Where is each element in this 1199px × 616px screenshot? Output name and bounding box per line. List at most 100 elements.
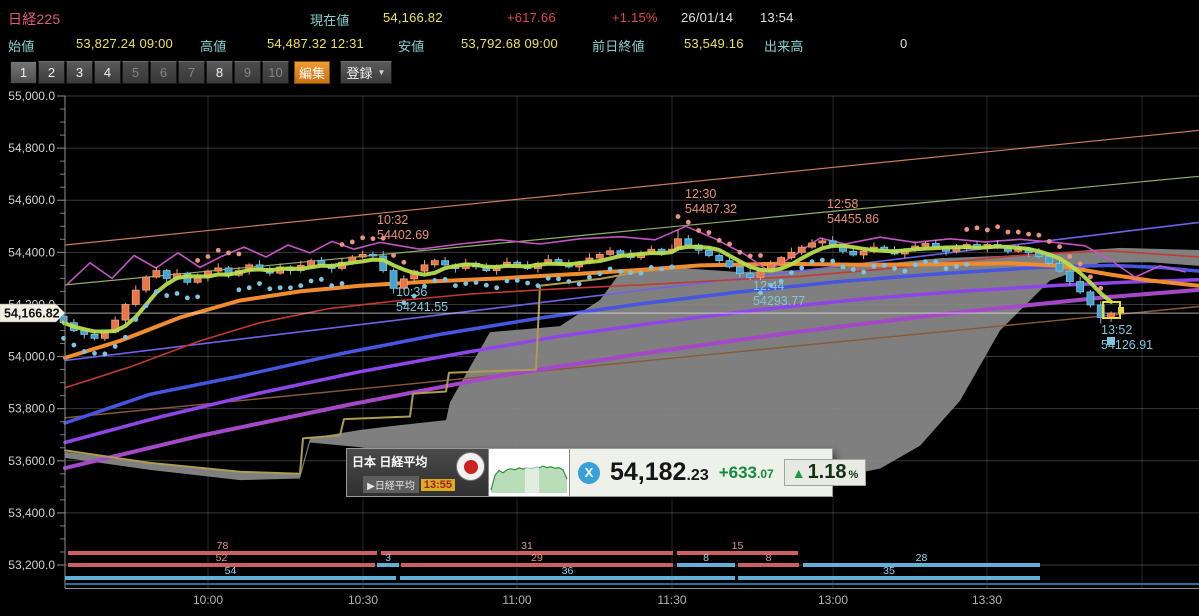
- chart-slot-button-5[interactable]: 5: [122, 61, 149, 84]
- svg-text:15: 15: [732, 540, 744, 552]
- green-channel: [64, 175, 1199, 286]
- svg-text:13:00: 13:00: [818, 593, 848, 607]
- red-envelope: [64, 250, 1199, 389]
- svg-text:54241.55: 54241.55: [396, 300, 448, 314]
- ticker-chip[interactable]: ▶日経平均: [363, 476, 419, 493]
- current-price-label: 現在値: [310, 13, 350, 28]
- axes-layer: [64, 96, 1199, 589]
- svg-text:3: 3: [385, 552, 391, 564]
- svg-text:53,800.0: 53,800.0: [8, 402, 55, 416]
- current-bar-marker: [1102, 301, 1124, 345]
- svg-text:31: 31: [521, 540, 533, 552]
- fast-ma-line: [61, 243, 1114, 334]
- register-dropdown-button[interactable]: 登録 ▼: [340, 61, 392, 84]
- magenta-zigzag: [67, 225, 1186, 285]
- svg-text:11:00: 11:00: [502, 593, 531, 607]
- current-price-value: 54,166.82: [383, 10, 443, 25]
- svg-text:10:36: 10:36: [396, 285, 427, 299]
- svg-text:10:32: 10:32: [377, 213, 408, 227]
- svg-text:54,400.0: 54,400.0: [8, 245, 55, 259]
- header-field-label: 出来高: [764, 39, 804, 54]
- japan-flag-icon: [456, 452, 485, 481]
- purple-ma: [63, 287, 1199, 471]
- header-field-value: 53,827.24 09:00: [76, 36, 173, 51]
- header-field-label: 前日終値: [592, 39, 645, 54]
- svg-text:12:30: 12:30: [685, 187, 716, 201]
- chart-slot-button-6[interactable]: 6: [150, 61, 177, 84]
- header-row-2: 始値 53,827.24 09:00 高値 54,487.32 12:31 安値 53,7…: [0, 36, 1199, 54]
- price-change: +617.66: [507, 10, 556, 25]
- ichimoku-cloud: [65, 247, 1199, 482]
- svg-text:54: 54: [225, 565, 237, 577]
- chart-slot-button-4[interactable]: 4: [94, 61, 121, 84]
- violet-ma: [63, 277, 1199, 445]
- svg-text:54126.91: 54126.91: [1101, 338, 1153, 352]
- svg-text:35: 35: [883, 565, 895, 577]
- header-field-label: 始値: [8, 39, 35, 54]
- svg-text:10:00: 10:00: [193, 593, 223, 607]
- svg-text:54487.32: 54487.32: [685, 202, 737, 216]
- chart-slot-button-7[interactable]: 7: [178, 61, 205, 84]
- header-field-value: 53,549.16: [684, 36, 744, 51]
- header-field-value: 54,487.32 12:31: [267, 36, 364, 51]
- svg-text:28: 28: [916, 552, 928, 564]
- svg-text:29: 29: [531, 552, 543, 564]
- svg-text:10:30: 10:30: [348, 593, 378, 607]
- chart-slot-button-3[interactable]: 3: [66, 61, 93, 84]
- ticker-chips: ▶日経平均 13:55: [363, 476, 455, 493]
- header-field-value: 53,792.68 09:00: [461, 36, 558, 51]
- salmon-channel: [64, 129, 1199, 246]
- svg-text:52: 52: [216, 552, 228, 564]
- svg-text:8: 8: [766, 552, 772, 564]
- up-triangle-icon: ▲: [791, 465, 806, 481]
- header-field-label: 安値: [398, 39, 425, 54]
- svg-text:54,800.0: 54,800.0: [8, 141, 55, 155]
- svg-text:53,200.0: 53,200.0: [8, 558, 55, 572]
- svg-text:13:30: 13:30: [972, 593, 1002, 607]
- x-share-icon[interactable]: X: [578, 461, 600, 484]
- svg-text:11:30: 11:30: [657, 593, 686, 607]
- ticker-name-panel: 日本 日経平均 ▶日経平均 13:55: [347, 449, 488, 496]
- blue-ma: [63, 263, 1199, 425]
- header-field-label: 高値: [200, 39, 227, 54]
- index-ticker-widget[interactable]: 日本 日経平均 ▶日経平均 13:55 X 54,182.23 +633.07 …: [347, 449, 867, 496]
- signal-bars-layer: 78 31 15 52 3 29 8 8 28 54 36 35: [65, 540, 1199, 585]
- ticker-index-name: 日経平均: [379, 455, 428, 469]
- chart-slot-button-2[interactable]: 2: [38, 61, 65, 84]
- svg-text:13:52: 13:52: [1101, 323, 1132, 337]
- svg-text:54,166.82: 54,166.82: [4, 307, 60, 321]
- edit-button[interactable]: 編集: [294, 61, 330, 84]
- price-change-percent: +1.15%: [612, 10, 658, 25]
- ticker-percent-box: ▲ 1.18 %: [783, 459, 867, 486]
- ticker-percent: 1.18: [807, 461, 847, 483]
- svg-text:54,000.0: 54,000.0: [8, 350, 55, 364]
- instrument-title: 日経225: [8, 11, 61, 27]
- ticker-time-badge: 13:55: [420, 478, 455, 491]
- svg-text:54455.86: 54455.86: [827, 212, 879, 226]
- chart-slot-button-9[interactable]: 9: [234, 61, 261, 84]
- ticker-price: 54,182.23: [610, 458, 709, 486]
- chart-slot-button-8[interactable]: 8: [206, 61, 233, 84]
- ticker-quote-panel: X 54,182.23 +633.07 ▲ 1.18 %: [570, 449, 874, 496]
- ticker-country: 日本: [352, 455, 377, 469]
- svg-text:53,600.0: 53,600.0: [8, 454, 55, 468]
- chart-slot-button-10[interactable]: 10: [262, 61, 289, 84]
- quote-date: 26/01/14: [681, 10, 734, 25]
- svg-text:53,400.0: 53,400.0: [8, 506, 55, 520]
- brown-line: [64, 305, 1199, 419]
- header-row-1: 日経225 現在値 54,166.82 +617.66 +1.15% 26/01…: [0, 9, 1199, 28]
- chart-toolbar: 1 2 3 4 5 6 7 8 9 10 編集 登録 ▼: [10, 61, 393, 84]
- svg-text:36: 36: [562, 565, 574, 577]
- svg-text:54402.69: 54402.69: [377, 228, 429, 242]
- svg-text:12:58: 12:58: [827, 197, 858, 211]
- header-field-value: 0: [900, 36, 908, 51]
- svg-text:8: 8: [703, 552, 709, 564]
- svg-text:54293.77: 54293.77: [753, 294, 805, 308]
- chart-slot-button-1[interactable]: 1: [10, 61, 37, 84]
- svg-text:55,000.0: 55,000.0: [8, 89, 55, 103]
- current-price-tag: 54,166.82: [0, 303, 66, 323]
- ticker-name: 日本 日経平均: [352, 453, 427, 470]
